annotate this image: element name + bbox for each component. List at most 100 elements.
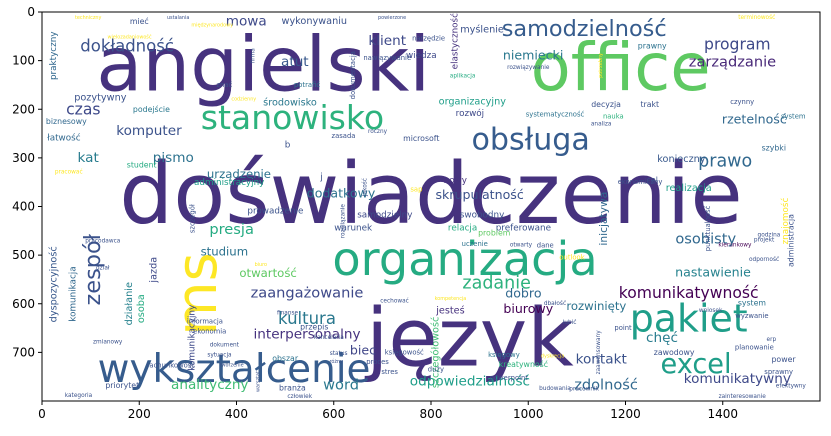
word-126: ekonomia [193, 327, 226, 335]
y-tick-label: 100 [12, 54, 35, 68]
word-40: nastawienie [675, 265, 751, 280]
word-45: jesteś [435, 305, 465, 317]
word-100: punktualność [704, 205, 712, 251]
word-166: różny [329, 358, 343, 365]
word-47: otwartość [239, 266, 297, 280]
word-153: szczegół [189, 204, 197, 233]
word-60: pozytywny [74, 93, 126, 104]
word-104: system [738, 298, 766, 307]
word-103: projekt [754, 238, 775, 244]
word-165: tworzenie [220, 363, 244, 369]
word-33: analityczny [171, 377, 248, 393]
word-110: point [614, 324, 632, 332]
word-96: czynny [730, 98, 754, 106]
word-101: kierunkowy [718, 242, 752, 248]
word-142: nawiązywanie [363, 54, 411, 62]
y-tick-label: 500 [12, 248, 35, 262]
word-59: środowisko [263, 96, 317, 108]
word-93: trakt [641, 100, 660, 109]
word-64: łatwość [47, 132, 80, 143]
x-tick-label: 1200 [610, 407, 641, 421]
x-tick-label: 0 [38, 407, 46, 421]
word-147: pracownik [569, 386, 599, 392]
word-36: komunikatywny [684, 371, 791, 387]
word-48: urządzenie [207, 167, 271, 181]
word-121: obszar [272, 354, 299, 363]
word-154: jakość [361, 178, 368, 197]
word-75: dyspozycyjność [48, 246, 60, 322]
word-2: office [531, 30, 711, 106]
word-158: dbałość [544, 300, 566, 307]
word-119: branża [279, 383, 306, 392]
word-31: rzetelność [722, 111, 787, 126]
word-115: duży [428, 365, 444, 373]
word-90: dane [537, 241, 554, 249]
word-136: firma [251, 48, 257, 64]
word-107: power [771, 355, 796, 364]
word-12: zespół [80, 233, 106, 305]
word-20: zarządzanie [689, 54, 776, 71]
word-156: otwarty [510, 242, 533, 248]
word-79: jazda [148, 257, 159, 284]
word-161: erp [767, 337, 777, 343]
word-53: wykonywaniu [282, 16, 348, 27]
word-160: wniosek [699, 308, 723, 314]
word-148: efektywny [776, 383, 807, 389]
word-91: cel [647, 175, 658, 184]
word-43: rozwinięty [566, 299, 626, 313]
word-3: język [364, 291, 574, 384]
word-80: komunikacyjny [188, 305, 198, 371]
x-axis: 0 200 400 600 800 1000 1200 1400 [38, 401, 738, 421]
word-7: ms [165, 252, 230, 336]
y-tick-label: 400 [12, 200, 35, 214]
word-177: dyskrecja [541, 353, 564, 359]
word-46: studium [201, 245, 249, 259]
x-tick-label: 1400 [707, 407, 738, 421]
word-37: word [323, 376, 359, 393]
word-157: cechować [380, 297, 409, 304]
word-146: budowania [539, 386, 571, 392]
x-tick-label: 1000 [513, 407, 544, 421]
word-145: finanse [277, 310, 299, 316]
word-18: prawo [698, 151, 752, 171]
word-32: interpersonalny [253, 326, 360, 342]
word-168: techniczny [75, 15, 102, 21]
word-109: zawodowy [654, 348, 695, 357]
word-144: kancelaria [314, 335, 344, 341]
word-152: znajomość [780, 198, 791, 245]
word-87: zasada [332, 132, 356, 140]
y-tick-label: 600 [12, 297, 35, 311]
word-105: wyzwanie [735, 312, 768, 320]
word-117: proces [366, 358, 389, 366]
y-tick-label: 200 [12, 102, 35, 116]
word-58: wiedza [406, 51, 437, 61]
word-138: rozwiązywanie [507, 65, 550, 71]
word-129: pracodawca [85, 239, 121, 245]
word-113: powerpoint [490, 374, 529, 382]
word-44: biec [350, 342, 376, 357]
word-167: ustalania [167, 15, 189, 21]
word-97: system [781, 113, 806, 121]
word-26: pismo [153, 150, 194, 166]
x-tick-label: 600 [322, 407, 345, 421]
word-132: kategoria [65, 393, 93, 399]
word-175: potrzebny [598, 53, 604, 78]
x-tick-label: 800 [420, 407, 443, 421]
word-178: biuro [255, 262, 267, 268]
y-axis: 0 100 200 300 400 500 600 700 [12, 5, 42, 359]
word-11: samodzielność [502, 16, 667, 42]
word-62: praktyczny [49, 31, 59, 80]
word-38: kontakt [576, 352, 627, 368]
y-tick-label: 300 [12, 151, 35, 165]
word-29: mowa [226, 14, 267, 30]
word-174: pracować [55, 168, 83, 175]
word-65: student [127, 161, 157, 170]
word-131: zmianowy [93, 340, 123, 346]
word-39: chęć [646, 330, 678, 346]
word-25: kat [78, 150, 99, 166]
word-50: skrupulatność [435, 187, 523, 202]
word-149: zainteresowanie [719, 394, 767, 400]
word-163: odporność [749, 256, 779, 263]
